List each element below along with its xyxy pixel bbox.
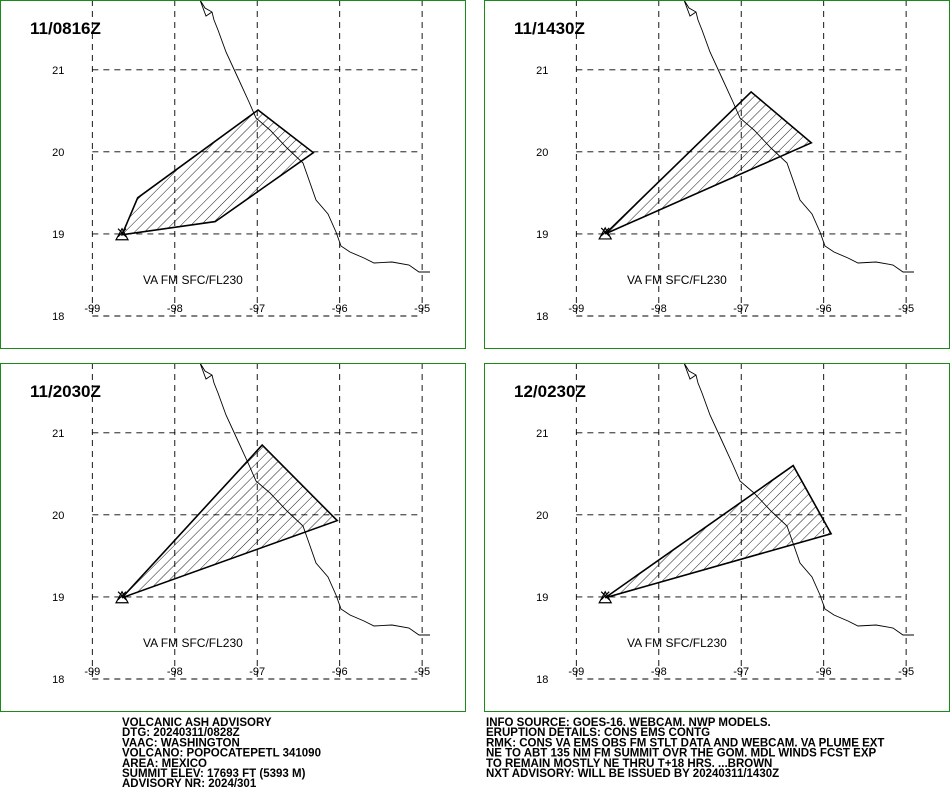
plume-label: VA FM SFC/FL230 — [143, 273, 243, 287]
advisory-line: ADVISORY NR: 2024/301 — [122, 778, 257, 790]
advisory-line: INFO SOURCE: GOES-16. WEBCAM. NWP MODELS… — [486, 717, 771, 729]
lon-tick-label: -97 — [733, 303, 749, 315]
ash-polygon — [604, 464, 833, 599]
advisory-line: RMK: CONS VA EMS OBS FM STLT DATA AND WE… — [486, 737, 884, 749]
lon-tick-label: -96 — [816, 666, 832, 678]
lat-tick-label: 19 — [536, 592, 548, 604]
advisory-line: VOLCANIC ASH ADVISORY — [122, 717, 272, 729]
advisory-line: VAAC: WASHINGTON — [122, 737, 240, 749]
lat-tick-label: 19 — [536, 229, 548, 241]
panel-title: 11/1430Z — [514, 19, 585, 38]
lon-tick-label: -99 — [84, 666, 100, 678]
panel-title: 11/2030Z — [30, 382, 101, 401]
lon-tick-label: -98 — [651, 666, 667, 678]
lon-tick-label: -99 — [568, 666, 584, 678]
coastline — [199, 362, 430, 636]
lon-tick-label: -96 — [816, 303, 832, 315]
volcano-symbol — [115, 590, 130, 604]
lon-tick-label: -95 — [898, 303, 914, 315]
panel-frame — [0, 363, 466, 712]
lon-tick-label: -97 — [249, 666, 265, 678]
volcano-symbol — [115, 227, 130, 241]
map-panel: -99 -98 -97 -96 -95 18 19 20 21 11/2030Z VA FM SFC… — [0, 362, 466, 712]
lat-tick-label: 20 — [536, 510, 548, 522]
lon-tick-label: -99 — [568, 303, 584, 315]
map-panel: -99 -98 -97 -96 -95 18 19 20 21 11/0816Z VA FM SFC… — [0, 0, 466, 349]
lat-tick-label: 21 — [52, 428, 64, 440]
lat-tick-label: 21 — [536, 65, 548, 77]
lat-tick-label: 18 — [536, 674, 548, 686]
advisory-line: TO REMAIN MOSTLY NE THRU T+18 HRS. ...BR… — [486, 758, 772, 770]
advisory-line: DTG: 20240311/0828Z — [122, 727, 240, 739]
advisory-line: SUMMIT ELEV: 17693 FT (5393 M) — [122, 768, 306, 780]
ash-polygon — [121, 443, 339, 599]
advisory-line: AREA: MEXICO — [122, 758, 207, 770]
advisory-line: VOLCANO: POPOCATEPETL 341090 — [122, 748, 321, 760]
lon-tick-label: -97 — [249, 303, 265, 315]
plume-label: VA FM SFC/FL230 — [143, 636, 243, 650]
advisory-line: NE TO ABT 135 NM FM SUMMIT OVR THE GOM. … — [486, 748, 876, 760]
lon-tick-label: -97 — [733, 666, 749, 678]
lon-tick-label: -98 — [651, 303, 667, 315]
coastline — [199, 0, 430, 273]
lat-tick-label: 18 — [52, 674, 64, 686]
panel-title: 11/0816Z — [30, 19, 101, 38]
plume-label: VA FM SFC/FL230 — [627, 273, 727, 287]
lon-tick-label: -98 — [167, 303, 183, 315]
lat-tick-label: 20 — [536, 147, 548, 159]
ash-polygon — [120, 108, 315, 236]
lat-tick-label: 20 — [52, 147, 64, 159]
lon-tick-label: -95 — [414, 666, 430, 678]
lon-tick-label: -95 — [898, 666, 914, 678]
ash-polygon — [604, 90, 813, 235]
advisory-line: ERUPTION DETAILS: CONS EMS CONTG — [486, 727, 710, 739]
coastline — [683, 0, 914, 273]
map-panel: -99 -98 -97 -96 -95 18 19 20 21 12/0230Z VA FM SFC… — [484, 362, 950, 712]
lon-tick-label: -99 — [84, 303, 100, 315]
volcano-symbol — [598, 226, 613, 240]
lat-tick-label: 19 — [52, 592, 64, 604]
lat-tick-label: 20 — [52, 510, 64, 522]
lat-tick-label: 18 — [52, 311, 64, 323]
lat-tick-label: 18 — [536, 311, 548, 323]
panel-frame — [0, 0, 466, 349]
lat-tick-label: 21 — [536, 428, 548, 440]
lat-tick-label: 19 — [52, 229, 64, 241]
lon-tick-label: -96 — [332, 666, 348, 678]
lon-tick-label: -95 — [414, 303, 430, 315]
lon-tick-label: -98 — [167, 666, 183, 678]
volcano-symbol — [598, 590, 613, 604]
panel-title: 12/0230Z — [514, 382, 586, 401]
plume-label: VA FM SFC/FL230 — [627, 636, 727, 650]
map-panel: -99 -98 -97 -96 -95 18 19 20 21 11/1430Z VA FM SFC… — [484, 0, 950, 349]
lon-tick-label: -96 — [332, 303, 348, 315]
advisory-line: NXT ADVISORY: WILL BE ISSUED BY 20240311… — [486, 768, 779, 780]
lat-tick-label: 21 — [52, 65, 64, 77]
